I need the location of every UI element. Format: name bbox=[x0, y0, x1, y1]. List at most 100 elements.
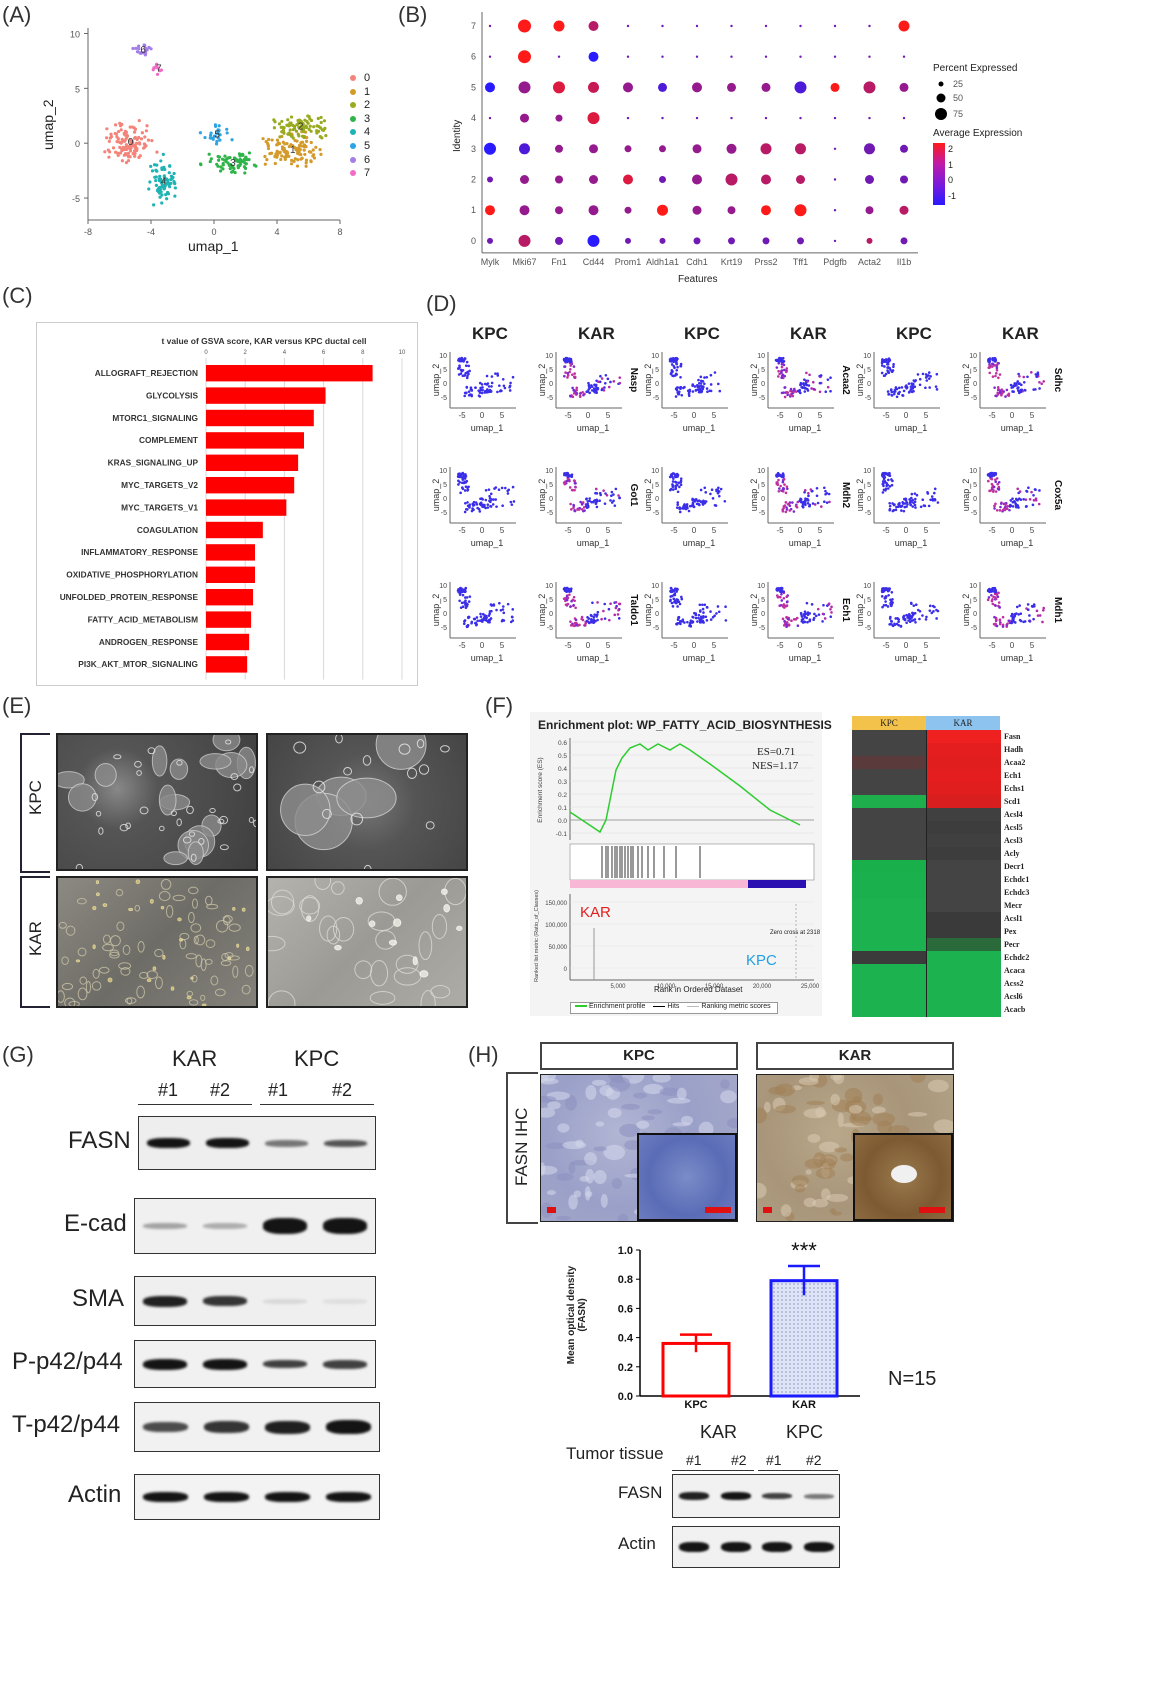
umap-point bbox=[318, 147, 322, 152]
expression-dot bbox=[866, 237, 873, 244]
cell-point bbox=[484, 498, 488, 502]
cell-point bbox=[699, 609, 702, 612]
cell-point bbox=[490, 381, 494, 385]
heatmap-header-kpc: KPC bbox=[852, 716, 926, 730]
tumor-group-kpc: KPC bbox=[786, 1422, 824, 1442]
gsva-bar bbox=[206, 454, 299, 471]
y-tick: -5 bbox=[547, 625, 553, 632]
cell-point bbox=[988, 588, 991, 591]
cell-point bbox=[614, 487, 618, 491]
od-category: KAR bbox=[792, 1399, 816, 1411]
cell-point bbox=[1022, 620, 1025, 624]
heat-cell-kpc bbox=[852, 860, 926, 874]
cell-shape bbox=[136, 985, 145, 999]
cell-point bbox=[775, 587, 779, 590]
cell-point bbox=[592, 620, 595, 623]
umap-point bbox=[105, 136, 109, 140]
cell-point bbox=[606, 377, 610, 381]
expression-dot bbox=[794, 81, 807, 94]
scale-bar bbox=[763, 1207, 772, 1213]
cell-point bbox=[499, 389, 503, 392]
feature-tick: Prom1 bbox=[615, 257, 642, 267]
cell-point bbox=[569, 502, 572, 506]
group-kpc: KPC bbox=[294, 1046, 340, 1071]
expression-dot bbox=[587, 234, 600, 247]
cell-point bbox=[1023, 389, 1027, 392]
gsea-legend: Enrichment profile Hits Ranking metric s… bbox=[570, 1002, 778, 1014]
cell-point bbox=[816, 501, 820, 505]
tumor-lane-2: #2 bbox=[731, 1452, 747, 1468]
cell-point bbox=[819, 374, 823, 377]
cell-point bbox=[488, 618, 492, 622]
panel-label-f: (F) bbox=[485, 693, 514, 718]
cell-shape bbox=[228, 923, 241, 932]
cell-point bbox=[1009, 503, 1012, 507]
cell-point bbox=[1017, 386, 1020, 389]
y-tick: 5 bbox=[761, 367, 765, 374]
y-tick: -5 bbox=[865, 510, 871, 517]
umap-point bbox=[116, 137, 120, 141]
od-tick: 0.2 bbox=[618, 1362, 633, 1374]
gsea-zero-cross: Zero cross at 2318 bbox=[770, 930, 821, 936]
cell-point bbox=[782, 475, 785, 478]
identity-tick: 7 bbox=[471, 21, 476, 31]
umap-point bbox=[135, 148, 139, 152]
heat-gene-label: Fasn bbox=[1004, 732, 1021, 741]
y-tick: -5 bbox=[441, 395, 447, 402]
cell-point bbox=[998, 509, 1002, 512]
cell-point bbox=[782, 477, 786, 481]
umap-point bbox=[114, 132, 118, 136]
cell-point bbox=[572, 365, 576, 368]
cell-point bbox=[705, 606, 709, 609]
x-label: umap_1 bbox=[683, 653, 716, 663]
tissue-feature bbox=[633, 1092, 647, 1099]
cell-point bbox=[933, 497, 937, 501]
x-tick: -5 bbox=[882, 526, 890, 535]
cell-point bbox=[478, 619, 482, 622]
x-tick: 0 bbox=[904, 641, 909, 650]
expression-dot bbox=[661, 116, 664, 120]
y-tick: 10 bbox=[651, 583, 659, 590]
cell-point bbox=[796, 389, 800, 393]
umap-point bbox=[162, 179, 166, 183]
umap-point bbox=[281, 129, 286, 134]
cell-point bbox=[997, 601, 1001, 604]
cell-point bbox=[926, 492, 930, 495]
cell-point bbox=[1012, 390, 1015, 394]
umap-point bbox=[324, 133, 328, 138]
cell-point bbox=[488, 620, 491, 624]
cell-shape bbox=[220, 960, 232, 966]
cell-point bbox=[596, 387, 600, 391]
cell-point bbox=[602, 489, 605, 492]
heat-cell-kpc bbox=[852, 990, 926, 1004]
cell-point bbox=[897, 618, 901, 621]
cell-shape bbox=[188, 911, 195, 924]
umap-point bbox=[120, 147, 124, 152]
cell-point bbox=[886, 605, 890, 608]
cell-shape bbox=[369, 991, 396, 1005]
umap-point bbox=[279, 157, 283, 162]
expression-dot bbox=[520, 175, 529, 184]
cell-point bbox=[785, 370, 788, 374]
expression-dot bbox=[730, 55, 733, 58]
expression-dot bbox=[764, 116, 768, 120]
cell-point bbox=[713, 614, 716, 618]
umap-point bbox=[293, 157, 297, 161]
cell-point bbox=[1032, 499, 1036, 502]
cell-point bbox=[596, 601, 599, 604]
y-tick: 5 bbox=[75, 84, 80, 94]
heat-gene-label: Echs1 bbox=[1004, 784, 1025, 793]
cell-point bbox=[569, 589, 573, 593]
y-tick: 0 bbox=[655, 611, 659, 618]
blot-actin bbox=[134, 1474, 380, 1520]
heat-cell-kar bbox=[926, 730, 1001, 744]
cell-point bbox=[571, 395, 575, 399]
cell-point bbox=[986, 598, 990, 602]
cell-point bbox=[470, 620, 474, 624]
umap-point bbox=[143, 53, 147, 57]
cell-shape bbox=[124, 997, 137, 1004]
gsva-bar-chart: t value of GSVA score, KAR versus KPC du… bbox=[60, 336, 406, 680]
cell-point bbox=[780, 391, 784, 395]
band bbox=[143, 1422, 188, 1432]
y-tick: -5 bbox=[971, 395, 977, 402]
